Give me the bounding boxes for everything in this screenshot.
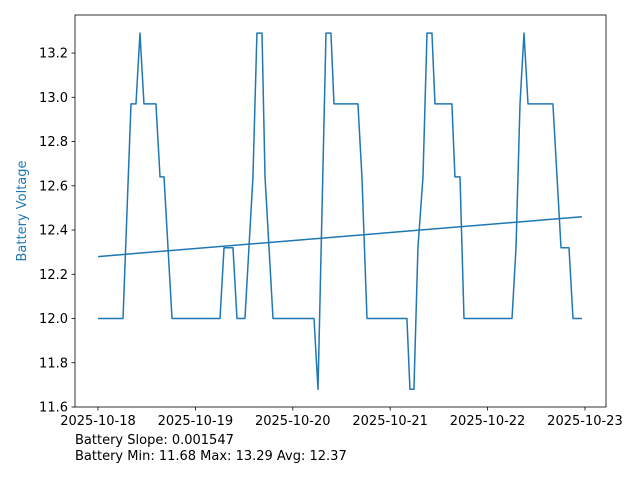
- x-tick-label: 2025-10-20: [255, 414, 331, 429]
- x-tick-label: 2025-10-22: [450, 414, 526, 429]
- y-tick-label: 12.4: [39, 224, 68, 239]
- x-tick-label: 2025-10-23: [547, 414, 623, 429]
- y-tick-label: 11.6: [39, 401, 68, 416]
- x-tick-label: 2025-10-19: [158, 414, 234, 429]
- voltage-line: [97, 32, 582, 391]
- y-tick-label: 11.8: [39, 356, 68, 371]
- x-tick-label: 2025-10-21: [352, 414, 428, 429]
- y-axis-label: Battery Voltage: [15, 160, 30, 261]
- plot-frame: [74, 14, 607, 408]
- y-tick-label: 13.0: [39, 91, 68, 106]
- y-tick-label: 12.0: [39, 312, 68, 327]
- x-tick-label: 2025-10-18: [60, 414, 136, 429]
- y-tick-label: 12.2: [39, 268, 68, 283]
- y-tick-label: 12.8: [39, 135, 68, 150]
- y-tick-label: 13.2: [39, 47, 68, 62]
- y-tick-label: 12.6: [39, 179, 68, 194]
- trend-line: [97, 216, 583, 258]
- slope-annotation: Battery Slope: 0.001547: [75, 433, 234, 448]
- stats-annotation: Battery Min: 11.68 Max: 13.29 Avg: 12.37: [75, 449, 347, 464]
